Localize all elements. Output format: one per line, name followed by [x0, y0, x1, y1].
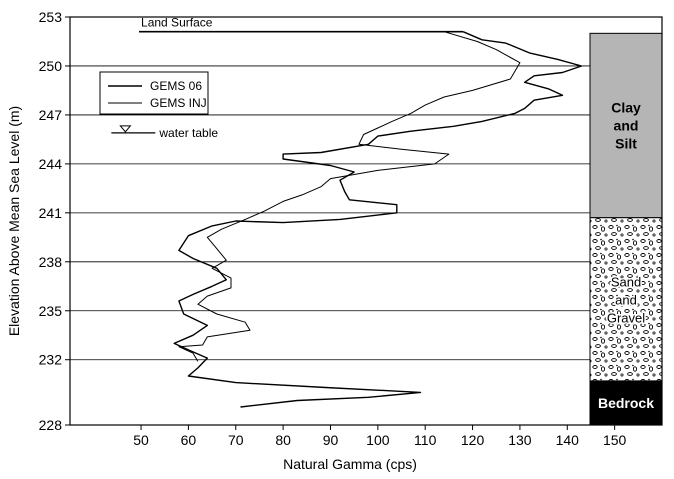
annotations: Land Surface water table — [111, 16, 464, 140]
x-tick-label: 70 — [228, 432, 244, 448]
y-axis-label: Elevation Above Mean Sea Level (m) — [6, 106, 22, 336]
lithology-label: Sand — [611, 274, 641, 289]
x-tick-label: 110 — [414, 432, 437, 448]
series-line-0 — [173, 31, 583, 408]
y-tick-label: 250 — [39, 58, 63, 74]
legend: GEMS 06 GEMS INJ — [99, 71, 209, 115]
lithology-label: Bedrock — [598, 395, 654, 411]
lithology-label: Silt — [615, 136, 637, 152]
gridlines — [70, 65, 590, 361]
y-tick-label: 238 — [39, 254, 63, 270]
lithology-label: and — [614, 118, 639, 134]
y-tick-label: 232 — [39, 352, 63, 368]
legend-box — [99, 71, 209, 115]
x-tick-label: 60 — [181, 432, 197, 448]
legend-label: GEMS 06 — [150, 79, 202, 93]
series-lines — [173, 31, 583, 408]
x-tick-label: 100 — [366, 432, 390, 448]
y-tick-label: 241 — [39, 205, 63, 221]
water-table-icon — [119, 125, 132, 133]
lithology-label: Gravel — [607, 310, 645, 325]
x-tick-label: 150 — [603, 432, 627, 448]
lithology-column: Clay and Silt Sand and Gravel Bedrock — [589, 32, 663, 426]
lithology-label: and — [615, 292, 637, 307]
plot-frame — [69, 16, 663, 426]
x-tick-label: 120 — [461, 432, 485, 448]
lithology-label: Clay — [611, 100, 641, 116]
y-tick-label: 253 — [39, 9, 63, 25]
lithology-unit — [589, 217, 663, 382]
x-tick-label: 90 — [323, 432, 339, 448]
x-tick-label: 80 — [275, 432, 291, 448]
legend-label: GEMS INJ — [150, 96, 207, 110]
y-tick-label: 228 — [39, 417, 63, 433]
water-table-label: water table — [158, 126, 218, 140]
axes: 228 232 235 238 241 244 247 250 253 50 60 70 80 90 100… — [6, 9, 663, 472]
x-tick-label: 50 — [133, 432, 149, 448]
lithology-unit — [589, 380, 663, 426]
land-surface-label: Land Surface — [141, 16, 213, 30]
x-tick-label: 130 — [508, 432, 532, 448]
y-tick-label: 244 — [39, 156, 63, 172]
lithology-unit — [589, 32, 663, 219]
x-tick-label: 140 — [556, 432, 580, 448]
x-axis-label: Natural Gamma (cps) — [283, 456, 417, 472]
y-tick-label: 235 — [39, 303, 63, 319]
y-tick-label: 247 — [39, 107, 63, 123]
series-line-1 — [178, 31, 521, 362]
